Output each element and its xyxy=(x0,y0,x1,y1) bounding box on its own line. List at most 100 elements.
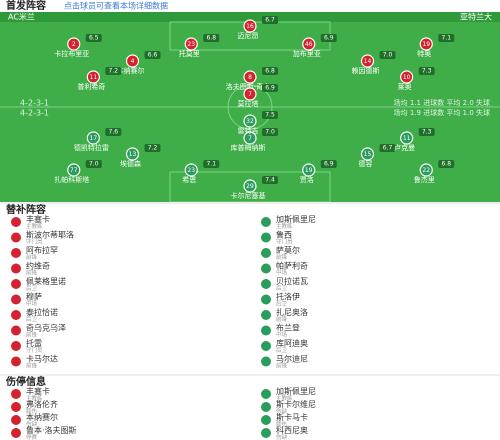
player-shirt[interactable] xyxy=(184,37,198,51)
avatar xyxy=(261,341,271,351)
rating-badge xyxy=(320,160,337,168)
player-name[interactable]: 鲁本·洛夫图斯 xyxy=(26,425,77,435)
player-name[interactable]: 加斯佩里尼 xyxy=(276,386,316,396)
player-rating: 7.1 xyxy=(206,161,216,168)
player-shirt[interactable] xyxy=(243,114,257,128)
home-team: AC米兰 xyxy=(8,12,35,22)
player-name: 普利希奇 xyxy=(77,82,105,91)
player-name[interactable]: 马尔迪尼 xyxy=(276,354,308,364)
player-position: 守门员 xyxy=(26,346,43,354)
player-shirt[interactable] xyxy=(86,70,100,84)
player-shirt[interactable] xyxy=(400,131,414,145)
player-name: 赖因德斯 xyxy=(352,66,380,75)
player-position: 前锋 xyxy=(26,269,38,277)
player-number: 15 xyxy=(364,151,372,158)
player-shirt[interactable] xyxy=(360,147,375,161)
player-name: 卢克曼 xyxy=(394,143,415,152)
player-shirt[interactable] xyxy=(67,163,81,177)
rating-badge xyxy=(262,84,278,92)
player-number: 46 xyxy=(305,41,313,48)
player-shirt[interactable] xyxy=(67,37,81,51)
player-position: 伤缺 xyxy=(276,407,288,415)
avatar xyxy=(11,402,21,412)
player-name[interactable]: 本纳赛尔 xyxy=(26,412,58,422)
player-name[interactable]: 佩莱格里诺 xyxy=(26,276,66,286)
player-shirt[interactable] xyxy=(243,179,257,193)
subtitle: 点击球员可查看本场详细数据 xyxy=(64,1,168,11)
player-name[interactable]: 萨莫尔 xyxy=(276,245,300,255)
player-name[interactable]: 鲁西 xyxy=(276,230,292,240)
player-shirt[interactable] xyxy=(243,131,257,145)
player-rating: 6.7 xyxy=(383,145,393,152)
player-position: 伤缺 xyxy=(276,433,288,440)
player-shirt[interactable] xyxy=(125,147,140,161)
player-rating: 6.8 xyxy=(441,161,451,168)
player-name[interactable]: 科西尼奥 xyxy=(276,425,308,435)
player-rating: 6.7 xyxy=(265,17,275,24)
player-name[interactable]: 卡马尔达 xyxy=(26,354,58,364)
player-name[interactable]: 弗洛伦齐 xyxy=(26,399,58,409)
player-name[interactable]: 约维奇 xyxy=(26,261,50,271)
player-shirt[interactable] xyxy=(360,54,375,68)
player-name[interactable]: 丰塞卡 xyxy=(26,214,50,224)
player-name[interactable]: 阿布拉罕 xyxy=(26,245,58,255)
player-position: 膝伤 xyxy=(276,420,288,428)
player-name[interactable]: 泰拉恰诺 xyxy=(26,307,58,317)
player-name[interactable]: 斯波尔蒂耶洛 xyxy=(26,230,74,240)
player-shirt[interactable] xyxy=(243,70,257,84)
avatar xyxy=(261,415,271,425)
away-formation: 4-2-3-1 xyxy=(20,109,49,118)
player-name: 希恩 xyxy=(182,175,196,184)
player-name[interactable]: 斯卡马卡 xyxy=(276,412,308,422)
player-number: 32 xyxy=(246,118,254,125)
player-rating: 6.5 xyxy=(89,35,99,42)
player-shirt[interactable] xyxy=(125,54,140,68)
player-name[interactable]: 布兰登 xyxy=(276,323,300,333)
avatar xyxy=(261,428,271,438)
player-number: 16 xyxy=(246,23,254,30)
player-shirt[interactable] xyxy=(302,163,316,177)
player-name[interactable]: 托洛伊 xyxy=(276,292,300,302)
avatar xyxy=(11,310,21,320)
player-position: 前锋 xyxy=(26,362,38,370)
player-shirt[interactable] xyxy=(86,131,100,145)
player-position: 中场 xyxy=(276,331,288,339)
player-shirt[interactable] xyxy=(302,37,316,51)
player-shirt[interactable] xyxy=(400,70,414,84)
avatar xyxy=(261,402,271,412)
away-team: 亚特兰大 xyxy=(460,12,492,22)
home-stats: 场均 1.1 进球数 平均 2.0 失球 xyxy=(394,98,490,107)
rating-badge xyxy=(438,34,455,42)
player-name[interactable]: 扎尼奥洛 xyxy=(276,307,308,317)
title: 首发阵容 xyxy=(6,0,46,12)
player-name[interactable]: 穆萨 xyxy=(26,292,42,302)
home-formation: 4-2-3-1 xyxy=(20,99,49,108)
player-shirt[interactable] xyxy=(419,37,433,51)
player-name[interactable]: 贝拉诺瓦 xyxy=(276,276,308,286)
player-position: 膝伤 xyxy=(26,407,38,415)
player-shirt[interactable] xyxy=(243,19,257,33)
player-position: 主教练 xyxy=(276,394,293,402)
player-position: 主教练 xyxy=(26,222,43,230)
player-rating: 7.3 xyxy=(422,68,432,75)
rating-badge xyxy=(418,128,435,136)
rating-badge xyxy=(262,16,278,24)
player-shirt[interactable] xyxy=(419,163,433,177)
player-name: 本纳赛尔 xyxy=(117,66,145,75)
player-name[interactable]: 库阿迪奥 xyxy=(276,338,308,348)
player-name[interactable]: 托雷 xyxy=(26,338,42,348)
rating-badge xyxy=(105,67,122,75)
player-name[interactable]: 加斯佩里尼 xyxy=(276,214,316,224)
player-rating: 7.1 xyxy=(441,35,451,42)
player-position: 前锋 xyxy=(276,315,288,323)
player-name[interactable]: 斯卡尔维尼 xyxy=(276,399,316,409)
player-name[interactable]: 奇乌克乌泽 xyxy=(26,323,66,333)
player-number: 17 xyxy=(90,135,98,142)
player-shirt[interactable] xyxy=(243,87,257,101)
player-position: 后卫 xyxy=(26,284,38,292)
player-rating: 7.0 xyxy=(383,52,393,59)
player-name[interactable]: 丰塞卡 xyxy=(26,386,50,396)
player-shirt[interactable] xyxy=(184,163,198,177)
player-rating: 7.5 xyxy=(265,112,275,119)
player-name[interactable]: 帕萨利奇 xyxy=(276,261,308,271)
